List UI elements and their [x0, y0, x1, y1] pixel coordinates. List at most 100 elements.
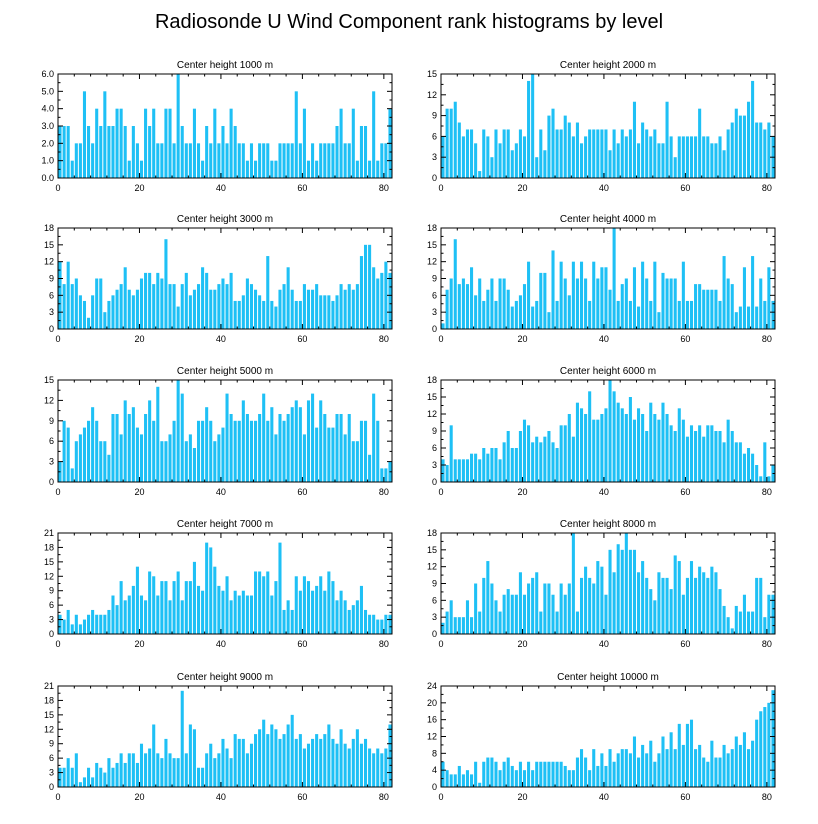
histogram-bar — [531, 74, 535, 178]
histogram-bar — [372, 267, 376, 329]
histogram-bar — [339, 590, 343, 634]
panel-title: Center height 7000 m — [177, 519, 273, 530]
histogram-bar — [99, 614, 103, 634]
histogram-bar — [123, 126, 127, 178]
histogram-bar — [624, 414, 628, 482]
histogram-bar — [327, 143, 331, 178]
histogram-bar — [339, 108, 343, 178]
histogram-bar — [470, 453, 474, 482]
histogram-bar — [74, 441, 78, 482]
histogram-bar — [302, 108, 306, 178]
histogram-bar — [160, 758, 164, 787]
histogram-bar — [144, 272, 148, 329]
histogram-bar — [148, 272, 152, 329]
x-tick-label: 0 — [438, 334, 443, 344]
histogram-bar — [306, 289, 311, 329]
histogram-bar — [294, 91, 298, 178]
x-tick-label: 20 — [517, 334, 527, 344]
histogram-bar — [168, 108, 172, 178]
histogram-bar — [262, 300, 266, 329]
y-tick-label: 9 — [432, 579, 437, 589]
histogram-bar — [539, 272, 543, 329]
histogram-bar — [563, 115, 567, 178]
histogram-bar — [74, 614, 78, 634]
histogram-bar — [115, 762, 119, 787]
y-tick-label: 8 — [432, 748, 437, 758]
histogram-bar — [502, 129, 506, 178]
histogram-bar — [445, 770, 449, 787]
y-tick-label: 1.0 — [41, 156, 54, 166]
histogram-bar — [698, 744, 702, 787]
histogram-bar — [274, 160, 278, 178]
histogram-bar — [384, 468, 388, 482]
histogram-bar — [600, 753, 604, 787]
histogram-bar — [254, 571, 258, 634]
histogram-bar — [763, 129, 767, 178]
histogram-bar — [755, 122, 759, 178]
histogram-bar — [78, 624, 82, 634]
histogram-bar — [751, 453, 755, 482]
histogram-bar — [746, 448, 751, 482]
histogram-bar — [156, 386, 160, 482]
histogram-bar — [677, 723, 681, 788]
histogram-bar — [148, 748, 152, 787]
histogram-bar — [608, 150, 612, 178]
histogram-bar — [726, 278, 730, 329]
histogram-bar — [730, 122, 734, 178]
histogram-bar — [685, 577, 689, 634]
x-tick-label: 80 — [379, 487, 389, 497]
histogram-bar — [498, 459, 502, 482]
histogram-bar — [103, 441, 107, 482]
histogram-bar — [95, 614, 99, 634]
y-tick-label: 0 — [49, 629, 54, 639]
figure-title: Radiosonde U Wind Component rank histogr… — [155, 11, 663, 33]
x-tick-label: 20 — [134, 334, 144, 344]
histogram-bar — [139, 278, 144, 329]
histogram-bar — [620, 284, 624, 329]
histogram-bar — [351, 289, 355, 329]
histogram-bar — [543, 583, 547, 634]
histogram-bar — [331, 427, 335, 482]
histogram-bar — [689, 425, 694, 482]
histogram-panel-1: Center height 1000 m 0 20 40 60 80 0.0 1.0 2.0 3.… — [41, 60, 393, 193]
histogram-bar — [152, 420, 156, 482]
histogram-bar — [718, 300, 722, 329]
histogram-bar — [579, 261, 584, 329]
histogram-bar — [555, 448, 559, 482]
histogram-bar — [78, 782, 82, 787]
histogram-bar — [539, 442, 543, 482]
histogram-bar — [637, 757, 641, 787]
histogram-bar — [335, 743, 339, 787]
histogram-bar — [543, 150, 547, 178]
histogram-bar — [327, 571, 331, 634]
histogram-bar — [217, 434, 221, 482]
histogram-bar — [343, 143, 347, 178]
histogram-bar — [209, 143, 213, 178]
histogram-bar — [148, 400, 152, 482]
histogram-bar — [351, 441, 355, 482]
histogram-bar — [531, 577, 535, 634]
histogram-bar — [738, 442, 742, 482]
histogram-bar — [192, 108, 196, 178]
histogram-bar — [164, 738, 168, 787]
histogram-bar — [689, 561, 694, 634]
histogram-bar — [384, 748, 388, 787]
histogram-bar — [563, 425, 567, 482]
x-tick-label: 60 — [680, 487, 690, 497]
histogram-bar — [620, 549, 624, 634]
histogram-bar — [213, 566, 217, 634]
histogram-bar — [681, 594, 685, 634]
histogram-bar — [718, 136, 722, 178]
histogram-bar — [461, 617, 465, 634]
histogram-bar — [290, 289, 294, 329]
histogram-bar — [331, 143, 335, 178]
histogram-bar — [714, 143, 718, 178]
histogram-bar — [588, 300, 592, 329]
histogram-bar — [311, 289, 315, 329]
histogram-bar — [486, 289, 490, 329]
histogram-bar — [135, 566, 139, 634]
histogram-bar — [482, 448, 486, 482]
histogram-bar — [315, 585, 319, 634]
histogram-bar — [176, 306, 180, 329]
histogram-bar — [498, 143, 502, 178]
